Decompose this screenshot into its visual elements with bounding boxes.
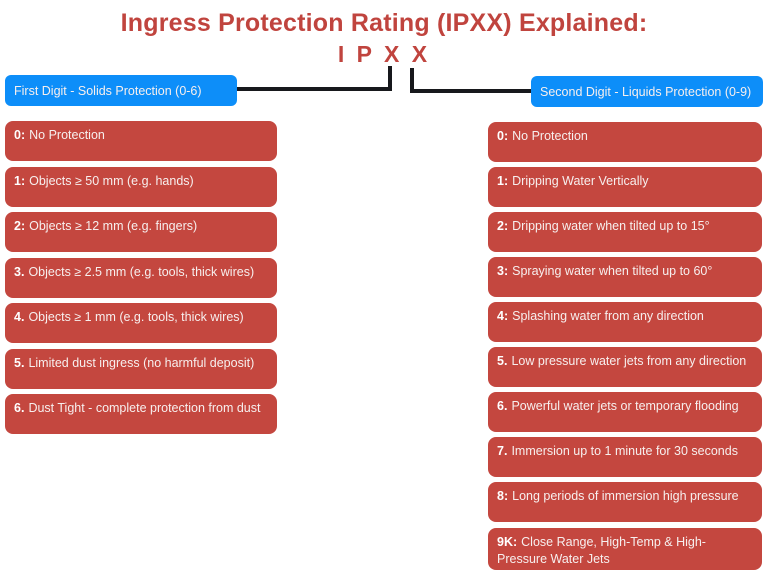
item-text: Spraying water when tilted up to 60° — [512, 264, 713, 278]
item-number: 8: — [497, 489, 509, 503]
solids-item-0: 0: No Protection — [5, 121, 277, 161]
item-number: 3. — [14, 265, 25, 279]
item-text: Dripping Water Vertically — [512, 174, 649, 188]
item-text: Immersion up to 1 minute for 30 seconds — [511, 444, 738, 458]
liquids-item-7: 7. Immersion up to 1 minute for 30 second… — [488, 437, 762, 477]
item-number: 9K: — [497, 535, 518, 549]
liquids-item-1: 1: Dripping Water Vertically — [488, 167, 762, 207]
item-text: No Protection — [29, 128, 105, 142]
liquids-item-8: 8: Long periods of immersion high pressur… — [488, 482, 762, 522]
item-text: Limited dust ingress (no harmful deposit… — [28, 356, 255, 370]
item-number: 2: — [14, 219, 26, 233]
item-text: Objects ≥ 2.5 mm (e.g. tools, thick wire… — [28, 265, 255, 279]
item-text: Dust Tight - complete protection from du… — [28, 401, 261, 415]
solids-item-4: 4. Objects ≥ 1 mm (e.g. tools, thick wire… — [5, 303, 277, 343]
liquids-item-9k: 9K: Close Range, High-Temp & High-Pressur… — [488, 528, 762, 570]
item-text: Powerful water jets or temporary floodin… — [511, 399, 739, 413]
liquids-item-2: 2: Dripping water when tilted up to 15° — [488, 212, 762, 252]
solids-item-1: 1: Objects ≥ 50 mm (e.g. hands) — [5, 167, 277, 207]
item-number: 7. — [497, 444, 508, 458]
item-text: No Protection — [512, 129, 588, 143]
item-number: 0: — [14, 128, 26, 142]
item-number: 2: — [497, 219, 509, 233]
connector-right-horizontal — [410, 89, 533, 93]
item-number: 3: — [497, 264, 509, 278]
item-number: 1: — [14, 174, 26, 188]
liquids-item-3: 3: Spraying water when tilted up to 60° — [488, 257, 762, 297]
item-text: Close Range, High-Temp & High-Pressure W… — [497, 535, 706, 566]
item-text: Dripping water when tilted up to 15° — [512, 219, 710, 233]
ipxx-subtitle: I P X X — [337, 41, 431, 67]
solids-item-5: 5. Limited dust ingress (no harmful depos… — [5, 349, 277, 389]
item-text: Splashing water from any direction — [512, 309, 704, 323]
item-number: 5. — [497, 354, 508, 368]
solids-header: First Digit - Solids Protection (0-6) — [5, 75, 237, 106]
item-number: 6. — [14, 401, 25, 415]
solids-item-3: 3. Objects ≥ 2.5 mm (e.g. tools, thick wi… — [5, 258, 277, 298]
item-text: Objects ≥ 12 mm (e.g. fingers) — [29, 219, 198, 233]
item-text: Objects ≥ 50 mm (e.g. hands) — [29, 174, 194, 188]
liquids-item-6: 6. Powerful water jets or temporary flood… — [488, 392, 762, 432]
item-number: 1: — [497, 174, 509, 188]
item-number: 6. — [497, 399, 508, 413]
connector-right-vertical — [410, 68, 414, 93]
liquids-header: Second Digit - Liquids Protection (0-9) — [531, 76, 763, 107]
liquids-item-0: 0: No Protection — [488, 122, 762, 162]
item-text: Long periods of immersion high pressure — [512, 489, 739, 503]
item-number: 4: — [497, 309, 509, 323]
connector-left-horizontal — [237, 87, 392, 91]
solids-item-2: 2: Objects ≥ 12 mm (e.g. fingers) — [5, 212, 277, 252]
item-text: Low pressure water jets from any directi… — [511, 354, 747, 368]
connector-left-vertical — [388, 66, 392, 91]
item-number: 0: — [497, 129, 509, 143]
liquids-header-label: Second Digit - Liquids Protection (0-9) — [540, 84, 752, 99]
liquids-item-5: 5. Low pressure water jets from any direc… — [488, 347, 762, 387]
liquids-item-4: 4: Splashing water from any direction — [488, 302, 762, 342]
item-text: Objects ≥ 1 mm (e.g. tools, thick wires) — [28, 310, 244, 324]
solids-header-label: First Digit - Solids Protection (0-6) — [14, 83, 202, 98]
item-number: 5. — [14, 356, 25, 370]
item-number: 4. — [14, 310, 25, 324]
solids-item-6: 6. Dust Tight - complete protection from … — [5, 394, 277, 434]
page-title: Ingress Protection Rating (IPXX) Explain… — [120, 9, 648, 37]
